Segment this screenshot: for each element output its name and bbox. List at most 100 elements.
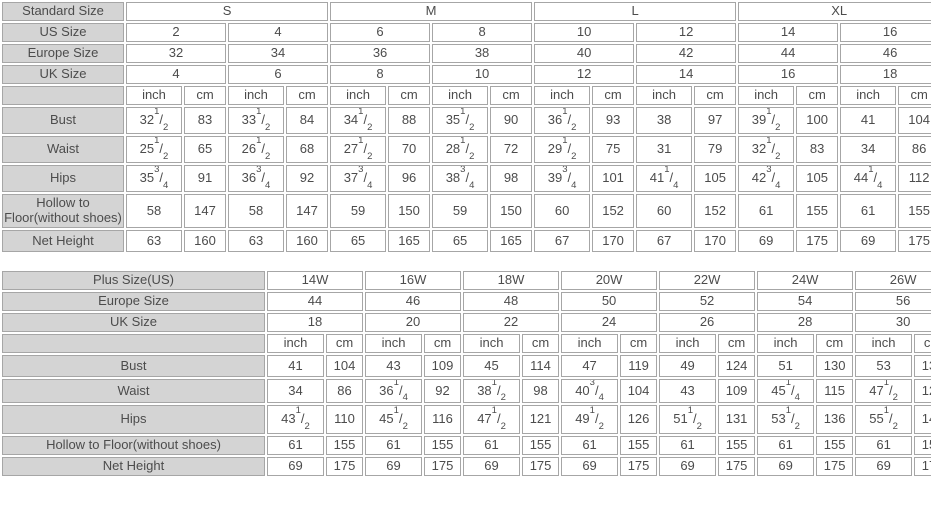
row-label-cell: Bust (2, 355, 265, 377)
measure-inch-cell: 60 (534, 194, 591, 228)
measure-inch-cell: 43 (365, 355, 423, 377)
measure-cm-cell: 104 (620, 379, 658, 403)
measure-inch-cell: 281/2 (432, 136, 489, 163)
measure-inch-cell: 61 (738, 194, 795, 228)
measure-cm-cell: 165 (388, 230, 431, 252)
plus-size-cell: 14W (267, 271, 364, 290)
measure-cm-cell: 96 (388, 165, 431, 192)
measure-cm-cell: 136 (816, 405, 854, 434)
unit-cm-cell: cm (326, 334, 364, 353)
unit-inch-cell: inch (267, 334, 324, 353)
measure-inch-cell: 511/2 (659, 405, 717, 434)
size-value-cell: 46 (840, 44, 931, 63)
size-value-cell: 8 (432, 23, 533, 42)
measure-cm-cell: 75 (592, 136, 635, 163)
measure-inch-cell: 69 (561, 457, 619, 476)
measure-cm-cell: 91 (184, 165, 226, 192)
measure-inch-cell: 65 (432, 230, 489, 252)
size-value-cell: 6 (228, 65, 329, 84)
measure-inch-cell: 69 (840, 230, 897, 252)
measure-inch-cell: 61 (659, 436, 717, 455)
size-value-cell: 26 (659, 313, 756, 332)
measure-inch-cell: 321/2 (738, 136, 795, 163)
measure-cm-cell: 121 (522, 405, 560, 434)
unit-inch-cell: inch (463, 334, 521, 353)
measure-inch-cell: 261/2 (228, 136, 284, 163)
measure-cm-cell: 130 (816, 355, 854, 377)
size-value-cell: 44 (267, 292, 364, 311)
size-value-cell: 32 (126, 44, 226, 63)
measure-cm-cell: 165 (490, 230, 533, 252)
measure-cm-cell: 160 (286, 230, 329, 252)
measure-cm-cell: 147 (286, 194, 329, 228)
measure-inch-cell: 49 (659, 355, 717, 377)
measure-inch-cell: 38 (636, 107, 693, 134)
size-value-cell: 10 (432, 65, 533, 84)
measure-cm-cell: 155 (424, 436, 462, 455)
measure-inch-cell: 41 (267, 355, 324, 377)
measure-cm-cell: 175 (522, 457, 560, 476)
unit-cm-cell: cm (388, 86, 431, 105)
unit-inch-cell: inch (636, 86, 693, 105)
plus-size-table: Plus Size(US) 14W 16W 18W 20W 22W 24W 26W Europe… (0, 269, 931, 478)
unit-cm-cell: cm (184, 86, 226, 105)
measure-cm-cell: 112 (898, 165, 931, 192)
size-value-cell: 4 (228, 23, 329, 42)
measure-inch-cell: 441/4 (840, 165, 897, 192)
measure-inch-cell: 411/4 (636, 165, 693, 192)
size-value-cell: 36 (330, 44, 431, 63)
measure-inch-cell: 43 (659, 379, 717, 403)
measure-inch-cell: 69 (365, 457, 423, 476)
measure-inch-cell: 67 (534, 230, 591, 252)
unit-cm-cell: cm (694, 86, 737, 105)
size-value-cell: 20 (365, 313, 462, 332)
measure-cm-cell: 126 (620, 405, 658, 434)
measure-inch-cell: 403/4 (561, 379, 619, 403)
row-label-cell: Hips (2, 165, 124, 192)
measure-inch-cell: 321/2 (126, 107, 182, 134)
unit-cm-cell: cm (522, 334, 560, 353)
size-value-cell: 16 (738, 65, 839, 84)
size-value-cell: 50 (561, 292, 658, 311)
measure-inch-cell: 53 (855, 355, 913, 377)
measure-cm-cell: 79 (694, 136, 737, 163)
measure-cm-cell: 141 (914, 405, 931, 434)
measure-inch-cell: 61 (757, 436, 815, 455)
measure-inch-cell: 31 (636, 136, 693, 163)
plus-size-cell: 22W (659, 271, 756, 290)
measure-cm-cell: 175 (796, 230, 839, 252)
measure-inch-cell: 531/2 (757, 405, 815, 434)
measure-inch-cell: 341/2 (330, 107, 387, 134)
size-value-cell: 18 (840, 65, 931, 84)
measure-inch-cell: 47 (561, 355, 619, 377)
measure-cm-cell: 92 (424, 379, 462, 403)
measure-cm-cell: 124 (718, 355, 756, 377)
size-value-cell: 14 (738, 23, 839, 42)
measure-inch-cell: 34 (840, 136, 897, 163)
size-value-cell: 22 (463, 313, 560, 332)
measure-inch-cell: 451/4 (757, 379, 815, 403)
size-group-cell: S (126, 2, 329, 21)
unit-inch-cell: inch (126, 86, 182, 105)
size-value-cell: 52 (659, 292, 756, 311)
plus-size-cell: 16W (365, 271, 462, 290)
measure-cm-cell: 150 (490, 194, 533, 228)
measure-cm-cell: 86 (898, 136, 931, 163)
measure-cm-cell: 105 (694, 165, 737, 192)
measure-inch-cell: 61 (855, 436, 913, 455)
measure-inch-cell: 353/4 (126, 165, 182, 192)
measure-inch-cell: 361/4 (365, 379, 423, 403)
unit-cm-cell: cm (592, 86, 635, 105)
measure-cm-cell: 93 (592, 107, 635, 134)
measure-inch-cell: 491/2 (561, 405, 619, 434)
measure-cm-cell: 155 (898, 194, 931, 228)
measure-inch-cell: 423/4 (738, 165, 795, 192)
measure-cm-cell: 109 (718, 379, 756, 403)
measure-inch-cell: 61 (267, 436, 324, 455)
row-label-cell: Waist (2, 136, 124, 163)
row-label-cell: Europe Size (2, 44, 124, 63)
measure-cm-cell: 135 (914, 355, 931, 377)
row-label-cell: UK Size (2, 313, 265, 332)
measure-inch-cell: 60 (636, 194, 693, 228)
unit-inch-cell: inch (330, 86, 387, 105)
